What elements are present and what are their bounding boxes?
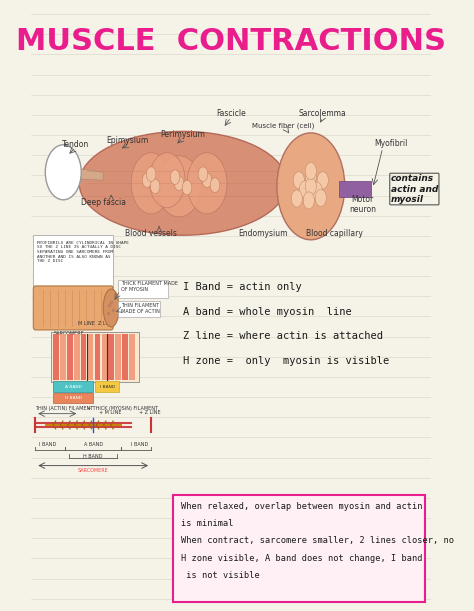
Circle shape (305, 163, 317, 180)
Bar (53, 334, 59, 380)
Text: Blood vessels: Blood vessels (125, 229, 177, 238)
Ellipse shape (277, 133, 345, 240)
Ellipse shape (187, 153, 227, 214)
Text: Myofibril: Myofibril (374, 139, 407, 148)
Circle shape (202, 173, 212, 188)
Text: Z LINE: Z LINE (99, 321, 114, 326)
Text: THIN (ACTIN) FILAMENT: THIN (ACTIN) FILAMENT (36, 406, 93, 411)
Circle shape (315, 189, 327, 207)
Text: MYOFIBRILS ARE CYLINDRICAL IN SHAPE
SO THE Z LINE IS ACTUALLY A DISC
SEPARATING : MYOFIBRILS ARE CYLINDRICAL IN SHAPE SO T… (37, 241, 129, 263)
Text: SARCOMERE: SARCOMERE (53, 331, 84, 336)
Text: I BAND: I BAND (39, 442, 56, 447)
Circle shape (210, 178, 220, 192)
Text: + M LINE: + M LINE (99, 410, 122, 415)
Bar (81, 334, 86, 380)
FancyBboxPatch shape (118, 301, 160, 317)
Circle shape (299, 181, 310, 198)
Circle shape (142, 173, 152, 188)
Ellipse shape (149, 153, 185, 208)
Text: Deep fascia: Deep fascia (81, 199, 126, 207)
Bar (122, 334, 128, 380)
Bar (95, 381, 119, 392)
Text: Endomysium: Endomysium (238, 229, 288, 238)
Circle shape (198, 167, 208, 181)
Bar (60, 334, 66, 380)
Text: + THICK (MYOSIN) FILAMENT: + THICK (MYOSIN) FILAMENT (87, 406, 158, 411)
Text: When contract, sarcomere smaller, 2 lines closer, no: When contract, sarcomere smaller, 2 line… (181, 536, 454, 546)
Text: H zone =  only  myosin is visible: H zone = only myosin is visible (183, 356, 389, 365)
Circle shape (150, 179, 160, 194)
Text: A band = whole myosin  line: A band = whole myosin line (183, 307, 352, 316)
Text: Epimysium: Epimysium (106, 136, 148, 145)
Ellipse shape (103, 289, 119, 327)
Circle shape (291, 190, 302, 207)
Bar (339, 181, 371, 197)
Circle shape (293, 172, 304, 189)
FancyBboxPatch shape (33, 286, 113, 330)
Text: is minimal: is minimal (181, 519, 234, 529)
Text: A BAND: A BAND (83, 442, 103, 447)
Text: is not visible: is not visible (181, 571, 260, 580)
Text: contains
actin and
myosil: contains actin and myosil (391, 174, 438, 204)
Bar (109, 334, 114, 380)
Bar (67, 334, 73, 380)
Text: Motor
neuron: Motor neuron (349, 195, 376, 214)
Circle shape (311, 182, 322, 199)
Text: M LINE: M LINE (78, 321, 95, 326)
Text: + Z LINE: + Z LINE (139, 410, 161, 415)
Bar (53, 381, 93, 392)
Text: H zone visible, A band does not change, I band: H zone visible, A band does not change, … (181, 554, 422, 563)
Ellipse shape (131, 153, 171, 214)
Bar (115, 334, 121, 380)
Polygon shape (63, 166, 103, 180)
Bar (95, 334, 100, 380)
Bar (74, 334, 80, 380)
Circle shape (182, 180, 192, 195)
Text: Tendon: Tendon (62, 141, 89, 149)
Text: MUSCLE  CONTRACTIONS: MUSCLE CONTRACTIONS (16, 27, 446, 56)
Text: I BAND: I BAND (130, 442, 148, 447)
Text: I Band = actin only: I Band = actin only (183, 282, 302, 292)
Bar (51, 332, 139, 382)
Circle shape (303, 192, 314, 209)
Text: When relaxed, overlap between myosin and actin: When relaxed, overlap between myosin and… (181, 502, 422, 511)
Circle shape (305, 178, 317, 195)
Circle shape (305, 169, 317, 186)
Ellipse shape (79, 131, 287, 235)
Circle shape (146, 167, 156, 181)
Text: THIN FILAMENT
MADE OF ACTIN: THIN FILAMENT MADE OF ACTIN (121, 303, 160, 314)
Text: Fascicle: Fascicle (216, 109, 246, 117)
Text: Sarcolemma: Sarcolemma (299, 109, 346, 117)
Text: H BAND: H BAND (64, 397, 82, 400)
FancyBboxPatch shape (173, 495, 425, 602)
Text: H BAND: H BAND (83, 454, 103, 459)
Bar (129, 334, 135, 380)
Text: I BAND: I BAND (100, 385, 115, 389)
Text: THICK FILAMENT MADE
OF MYOSIN: THICK FILAMENT MADE OF MYOSIN (121, 281, 178, 292)
Bar (53, 393, 93, 403)
Ellipse shape (157, 156, 201, 217)
Bar (88, 334, 93, 380)
Text: Z line = where actin is attached: Z line = where actin is attached (183, 331, 383, 341)
Circle shape (174, 176, 184, 191)
FancyBboxPatch shape (118, 280, 168, 298)
Text: SARCOMERE: SARCOMERE (78, 468, 109, 473)
FancyBboxPatch shape (33, 235, 113, 287)
Circle shape (317, 172, 328, 189)
Text: Blood capillary: Blood capillary (306, 229, 363, 238)
Text: Muscle fiber (cell): Muscle fiber (cell) (252, 122, 314, 128)
Circle shape (170, 170, 180, 185)
Bar (101, 334, 107, 380)
Circle shape (46, 145, 81, 200)
Text: Perimysium: Perimysium (161, 130, 206, 139)
Text: A BAND: A BAND (65, 385, 82, 389)
